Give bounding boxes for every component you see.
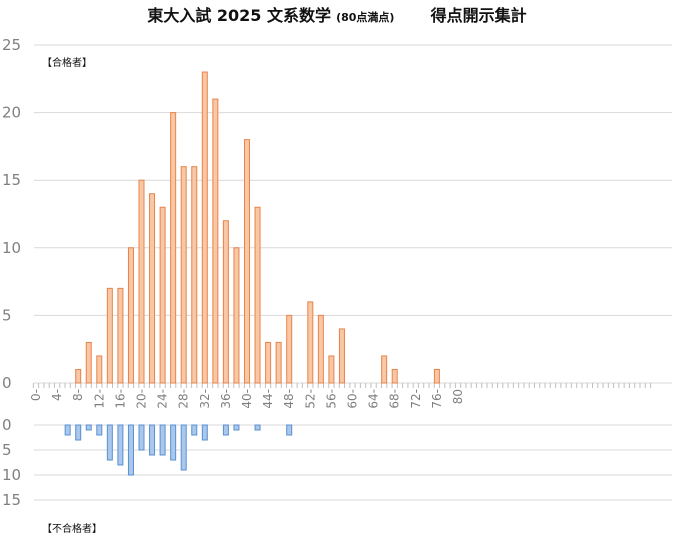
bar-pass [381, 355, 388, 384]
x-tick-label: 60- [346, 389, 360, 409]
bar-pass [106, 287, 113, 384]
bar-pass [233, 247, 240, 384]
y-tick-label-bottom: 15 [2, 491, 21, 509]
bar-fail [138, 424, 145, 451]
x-tick-label: 4- [50, 389, 64, 401]
y-tick-label-top: 20 [2, 104, 21, 122]
bar-fail [127, 424, 134, 476]
bar-pass [391, 368, 398, 384]
bar-fail [233, 424, 240, 431]
bar-pass [149, 193, 156, 384]
x-tick-label: 72- [409, 389, 423, 409]
x-tick-label: 52- [303, 389, 317, 409]
bar-fail [117, 424, 124, 466]
x-tick-label: 80 [451, 389, 465, 404]
bar-pass [127, 247, 134, 384]
x-tick-label: 44- [261, 389, 275, 409]
bar-fail [222, 424, 229, 436]
x-tick-label: 32- [198, 389, 212, 409]
chart-title-sub: (80点満点) [336, 11, 395, 24]
x-tick-label: 16- [113, 389, 127, 409]
bar-fail [191, 424, 198, 436]
x-tick-label: 48- [282, 389, 296, 409]
bar-fail [180, 424, 187, 471]
bar-pass [201, 71, 208, 384]
x-tick-label: 76- [430, 389, 444, 409]
y-tick-label-bottom: 10 [2, 466, 21, 484]
fail-label: 【不合格者】 [42, 524, 102, 535]
bar-fail [170, 424, 177, 461]
bar-fail [159, 424, 166, 456]
bar-pass [222, 220, 229, 384]
bar-pass [212, 98, 219, 384]
chart-title-right: 得点開示集計 [430, 6, 527, 25]
bar-fail [106, 424, 113, 461]
bar-pass [117, 287, 124, 384]
bar-fail [201, 424, 208, 441]
chart-title-main: 東大入試 2025 文系数学 [147, 6, 331, 25]
x-tick-label: 0- [29, 389, 43, 401]
bar-fail [96, 424, 103, 436]
y-tick-label-top: 5 [2, 306, 12, 324]
x-tick-label: 20- [135, 389, 149, 409]
bar-pass [265, 341, 272, 384]
bar-fail [286, 424, 293, 436]
chart-title: 東大入試 2025 文系数学 (80点満点) 得点開示集計 [0, 2, 674, 26]
pass-label: 【合格者】 [42, 58, 92, 69]
x-tick-label: 64- [367, 389, 381, 409]
bar-pass [328, 355, 335, 384]
bar-pass [254, 206, 261, 384]
bar-pass [244, 139, 250, 384]
bar-pass [433, 368, 440, 384]
bar-pass [75, 368, 82, 384]
x-tick-label: 28- [177, 389, 191, 409]
x-tick-label: 36- [219, 389, 233, 409]
y-tick-label-top: 15 [2, 171, 21, 189]
x-tick-label: 40- [240, 389, 254, 409]
x-tick-label: 56- [324, 389, 338, 409]
bar-pass [191, 166, 198, 384]
bar-pass [159, 206, 166, 384]
bar-pass [286, 314, 293, 384]
y-tick-label-bottom: 0 [2, 416, 12, 434]
bar-fail [254, 424, 261, 431]
bar-fail [85, 424, 92, 431]
y-tick-label-top: 25 [2, 36, 21, 54]
bar-pass [275, 341, 282, 384]
bar-pass [96, 355, 103, 384]
bar-fail [64, 424, 71, 436]
bar-pass [138, 179, 145, 384]
y-tick-label-top: 10 [2, 239, 21, 257]
bar-fail [149, 424, 156, 456]
x-tick-label: 24- [156, 389, 170, 409]
x-tick-label: 12- [92, 389, 106, 409]
y-tick-label-bottom: 5 [2, 441, 12, 459]
x-tick-label: 8- [71, 389, 85, 401]
bar-pass [338, 328, 345, 384]
bar-pass [85, 341, 92, 384]
bar-fail [75, 424, 82, 441]
bar-pass [317, 314, 324, 384]
y-tick-label-top: 0 [2, 374, 12, 392]
bar-pass [307, 301, 314, 384]
bar-pass [170, 112, 177, 384]
bar-pass [180, 166, 187, 384]
x-tick-label: 68- [388, 389, 402, 409]
